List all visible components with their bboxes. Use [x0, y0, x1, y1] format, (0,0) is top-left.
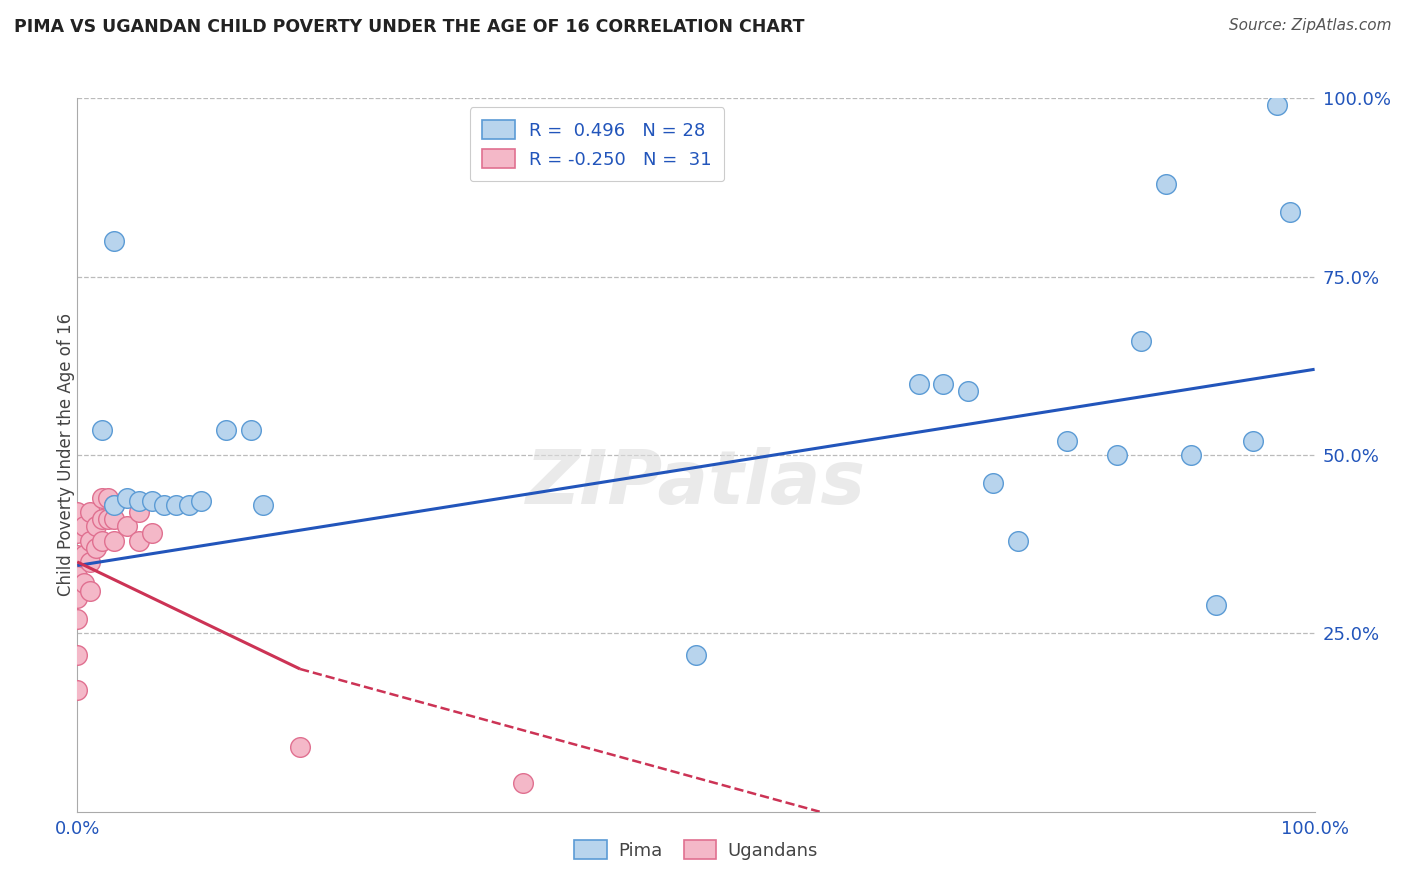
Point — [115, 491, 138, 505]
Point — [72, 576, 94, 591]
Point — [66, 569, 89, 583]
Point — [66, 612, 89, 626]
Point — [66, 505, 89, 519]
Point — [1007, 533, 1029, 548]
Point — [97, 512, 120, 526]
Point — [141, 526, 163, 541]
Point — [128, 494, 150, 508]
Point — [103, 533, 125, 548]
Point — [512, 776, 534, 790]
Point — [1154, 177, 1177, 191]
Y-axis label: Child Poverty Under the Age of 16: Child Poverty Under the Age of 16 — [58, 313, 75, 597]
Point — [79, 533, 101, 548]
Point — [103, 512, 125, 526]
Point — [1180, 448, 1202, 462]
Point — [91, 533, 114, 548]
Point — [97, 491, 120, 505]
Text: ZIPatlas: ZIPatlas — [526, 447, 866, 520]
Point — [66, 591, 89, 605]
Point — [1241, 434, 1264, 448]
Point — [115, 519, 138, 533]
Point — [103, 498, 125, 512]
Point — [103, 498, 125, 512]
Point — [177, 498, 200, 512]
Point — [932, 376, 955, 391]
Point — [1130, 334, 1153, 348]
Point — [103, 234, 125, 248]
Point — [84, 519, 107, 533]
Point — [252, 498, 274, 512]
Point — [1267, 98, 1289, 112]
Point — [1278, 205, 1301, 219]
Point — [66, 548, 89, 562]
Point — [128, 533, 150, 548]
Point — [239, 423, 262, 437]
Point — [91, 512, 114, 526]
Point — [288, 740, 311, 755]
Point — [79, 505, 101, 519]
Point — [91, 491, 114, 505]
Point — [1056, 434, 1078, 448]
Point — [91, 423, 114, 437]
Point — [190, 494, 212, 508]
Point — [72, 548, 94, 562]
Point — [1105, 448, 1128, 462]
Point — [79, 583, 101, 598]
Point — [84, 541, 107, 555]
Point — [981, 476, 1004, 491]
Point — [907, 376, 929, 391]
Point — [79, 555, 101, 569]
Point — [141, 494, 163, 508]
Point — [128, 505, 150, 519]
Point — [1205, 598, 1227, 612]
Point — [66, 648, 89, 662]
Point — [66, 683, 89, 698]
Point — [66, 526, 89, 541]
Point — [215, 423, 238, 437]
Text: PIMA VS UGANDAN CHILD POVERTY UNDER THE AGE OF 16 CORRELATION CHART: PIMA VS UGANDAN CHILD POVERTY UNDER THE … — [14, 18, 804, 36]
Point — [72, 519, 94, 533]
Text: Source: ZipAtlas.com: Source: ZipAtlas.com — [1229, 18, 1392, 33]
Point — [165, 498, 187, 512]
Point — [685, 648, 707, 662]
Legend: Pima, Ugandans: Pima, Ugandans — [564, 829, 828, 871]
Point — [153, 498, 176, 512]
Point — [957, 384, 980, 398]
